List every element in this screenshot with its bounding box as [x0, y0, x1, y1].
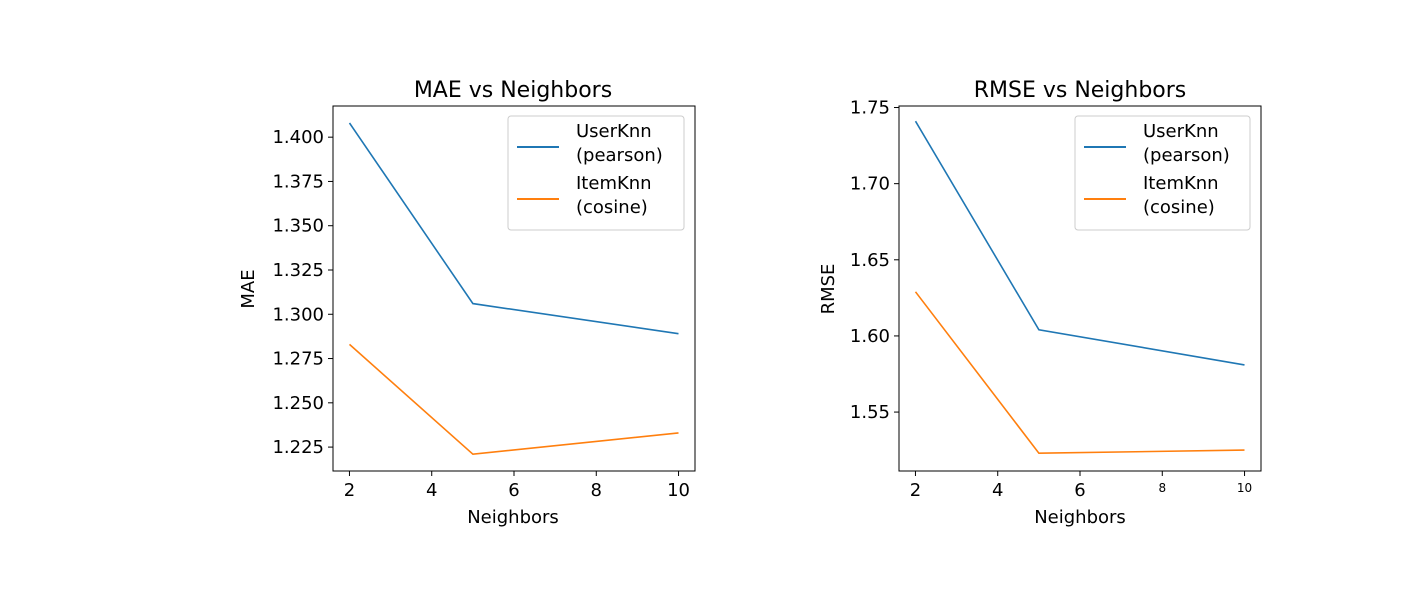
mae-ytick-label: 1.400	[272, 127, 324, 148]
mae-chart-title: MAE vs Neighbors	[414, 78, 612, 103]
mae-legend-label-2: ItemKnn	[576, 173, 652, 194]
rmse-ytick-label: 1.65	[850, 250, 890, 271]
rmse-legend: UserKnn (pearson) ItemKnn (cosine)	[1074, 115, 1251, 231]
mae-ytick-label: 1.250	[272, 393, 324, 414]
mae-xtick-label: 10	[667, 480, 690, 501]
mae-series-line-2	[348, 343, 679, 456]
rmse-legend-label-1: UserKnn	[1143, 121, 1219, 142]
mae-ytick-label: 1.325	[272, 260, 324, 281]
mae-axes-frame	[332, 105, 696, 472]
rmse-xtick-label: 8	[1158, 481, 1166, 495]
rmse-xtick-label: 4	[992, 480, 1003, 501]
rmse-chart-title: RMSE vs Neighbors	[974, 78, 1187, 103]
rmse-ytick-label: 1.60	[850, 326, 890, 347]
mae-legend-label-2: (cosine)	[576, 197, 648, 218]
mae-chart: MAE vs Neighbors Neighbors MAE 2 4 6 8 10 1.2…	[238, 78, 696, 528]
rmse-chart-xlabel: Neighbors	[1034, 507, 1126, 528]
rmse-legend-label-1: (pearson)	[1143, 145, 1230, 166]
rmse-legend-label-2: ItemKnn	[1143, 173, 1219, 194]
mae-chart-xlabel: Neighbors	[467, 507, 559, 528]
rmse-ytick-label: 1.75	[850, 98, 890, 119]
mae-ytick-label: 1.225	[272, 437, 324, 458]
mae-xtick-label: 6	[508, 480, 519, 501]
rmse-ytick-label: 1.55	[850, 402, 890, 423]
rmse-chart: RMSE vs Neighbors Neighbors RMSE 2 4 6 8 10 1…	[818, 78, 1262, 528]
mae-series-line-1	[348, 122, 679, 335]
rmse-xtick-label: 6	[1074, 480, 1085, 501]
rmse-plot-area: 2 4 6 8 10 1.55 1.60 1.65 1.70 1.75 UserKnn (pearso…	[850, 98, 1262, 501]
rmse-axes-frame	[898, 105, 1262, 472]
rmse-chart-ylabel: RMSE	[818, 264, 839, 315]
rmse-xtick-label: 10	[1237, 481, 1252, 495]
mae-plot-area: 2 4 6 8 10 1.225 1.250 1.275 1.300 1.325 1.350 1.37…	[272, 105, 696, 501]
mae-chart-ylabel: MAE	[238, 269, 259, 308]
rmse-legend-box	[1074, 115, 1251, 231]
mae-ytick-label: 1.275	[272, 349, 324, 370]
rmse-series-line-2	[914, 291, 1245, 455]
mae-ytick-label: 1.350	[272, 216, 324, 237]
mae-xtick-label: 2	[344, 480, 355, 501]
mae-legend-box	[507, 115, 685, 231]
rmse-xtick-label: 2	[910, 480, 921, 501]
rmse-series-line-1	[914, 120, 1245, 366]
rmse-ytick-label: 1.70	[850, 174, 890, 195]
mae-legend-label-1: UserKnn	[576, 121, 652, 142]
rmse-legend-label-2: (cosine)	[1143, 197, 1215, 218]
mae-xtick-label: 4	[426, 480, 437, 501]
mae-ytick-label: 1.375	[272, 171, 324, 192]
mae-legend-label-1: (pearson)	[576, 145, 663, 166]
mae-xtick-label: 8	[591, 480, 602, 501]
mae-legend: UserKnn (pearson) ItemKnn (cosine)	[507, 115, 685, 231]
mae-ytick-label: 1.300	[272, 304, 324, 325]
